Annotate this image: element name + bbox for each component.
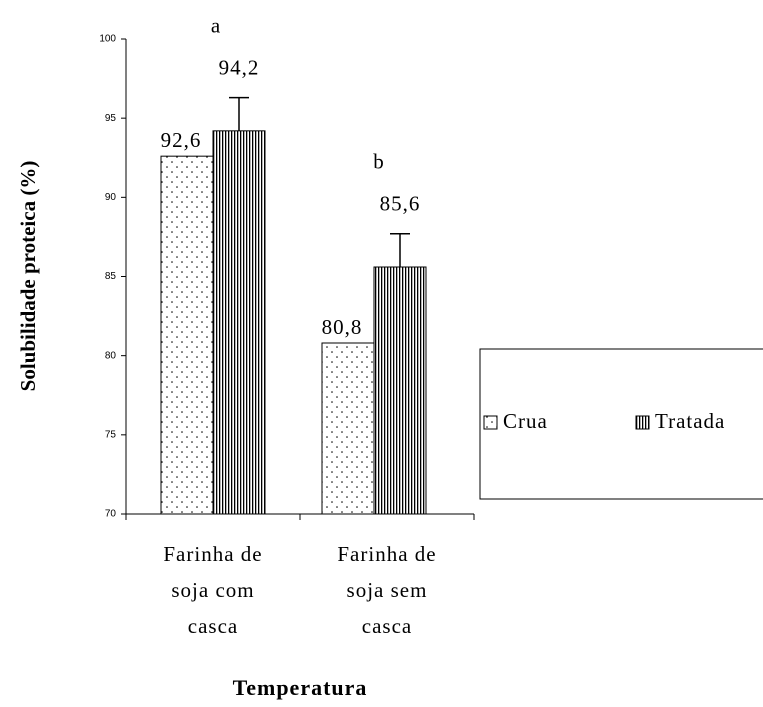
value-label: 80,8 (322, 315, 363, 339)
x-tick-label: Farinha de (337, 542, 436, 566)
value-label: 85,6 (380, 192, 421, 216)
x-tick-label: soja com (171, 578, 254, 602)
x-axis-title: Temperatura (233, 675, 368, 700)
bar (321, 342, 375, 515)
y-tick-label: 70 (105, 509, 117, 520)
value-label: 94,2 (219, 55, 260, 79)
bar (160, 155, 214, 515)
y-tick-label: 90 (105, 192, 117, 203)
value-label: 92,6 (161, 128, 202, 152)
bar (212, 130, 266, 515)
y-tick-label: 85 (105, 271, 117, 282)
annotation: b (373, 150, 385, 174)
x-tick-label: Farinha de (163, 542, 262, 566)
legend-label: Tratada (655, 409, 725, 433)
legend-label: Crua (503, 409, 548, 433)
x-tick-label: soja sem (347, 578, 428, 602)
y-tick-label: 80 (105, 350, 117, 361)
y-tick-label: 95 (105, 113, 117, 124)
annotation: a (211, 13, 221, 37)
x-tick-label: casca (188, 614, 238, 638)
y-tick-label: 75 (105, 429, 117, 440)
y-axis-title: Solubilidade proteica (%) (16, 161, 40, 392)
legend-swatch (483, 415, 498, 430)
legend-swatch (635, 415, 650, 430)
x-tick-label: casca (362, 614, 412, 638)
legend-box (479, 348, 763, 500)
bar (373, 266, 427, 515)
y-tick-label: 100 (99, 34, 116, 45)
